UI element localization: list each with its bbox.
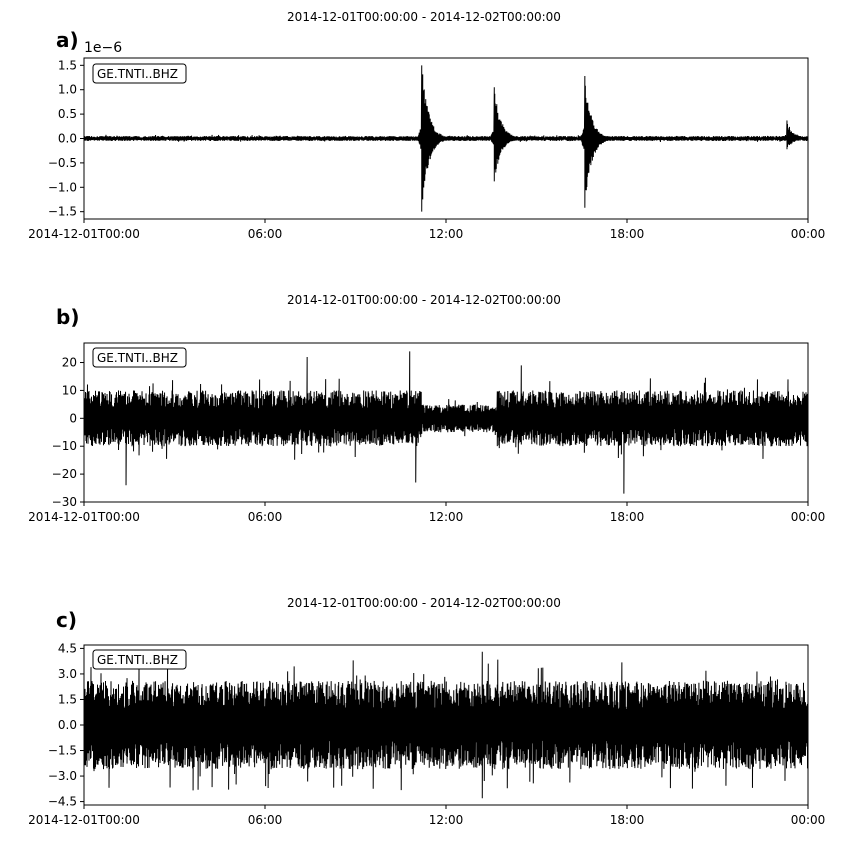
panel-a-y-tick-label: 0.0 — [58, 132, 77, 146]
panel-b-letter: b) — [56, 305, 79, 329]
panel-a-y-tick-label: 1.0 — [58, 83, 77, 97]
panel-c-legend: GE.TNTI..BHZ — [92, 649, 187, 670]
panel-b-y-tick-label: 20 — [62, 356, 77, 370]
panel-c-x-tick-label: 2014-12-01T00:00 — [28, 813, 140, 827]
panel-a-x-tick-label: 06:00 — [248, 227, 283, 241]
panel-c-y-tick-label: 0.0 — [58, 718, 77, 732]
panel-c-waveform-line — [83, 651, 809, 799]
panel-b-x-tick-label: 00:00 — [791, 510, 826, 524]
panel-a-x-tick-label: 00:00 — [791, 227, 826, 241]
panel-b-legend-label: GE.TNTI..BHZ — [97, 351, 178, 365]
panel-c-x-axis: 2014-12-01T00:00 06:00 12:00 18:00 00:00 — [28, 805, 825, 827]
panel-b-y-tick-label: −30 — [52, 495, 77, 509]
panel-b-y-tick-label: 0 — [69, 411, 77, 425]
panel-b-x-tick-label: 18:00 — [610, 510, 645, 524]
panel-b-x-tick-label: 2014-12-01T00:00 — [28, 510, 140, 524]
panel-c-series-trace — [83, 651, 809, 799]
panel-a-y-tick-label: −0.5 — [48, 156, 77, 170]
panel-a-y-tick-label: −1.0 — [48, 180, 77, 194]
panel-a-x-axis: 2014-12-01T00:00 06:00 12:00 18:00 00:00 — [28, 219, 825, 241]
panel-a-x-tick-label: 12:00 — [429, 227, 464, 241]
panel-a-legend-label: GE.TNTI..BHZ — [97, 67, 178, 81]
panel-a-y-tick-label: −1.5 — [48, 205, 77, 219]
panel-a-letter: a) — [56, 28, 79, 52]
panel-b-x-axis: 2014-12-01T00:00 06:00 12:00 18:00 00:00 — [28, 502, 825, 524]
panel-c-y-tick-label: −4.5 — [48, 795, 77, 809]
panel-c-title: 2014-12-01T00:00:00 - 2014-12-02T00:00:0… — [287, 596, 561, 610]
panel-c-x-tick-label: 12:00 — [429, 813, 464, 827]
panel-c-legend-label: GE.TNTI..BHZ — [97, 653, 178, 667]
panel-b-x-tick-label: 12:00 — [429, 510, 464, 524]
panel-b-waveform-line — [83, 351, 809, 494]
panel-c-y-tick-label: −1.5 — [48, 744, 77, 758]
panel-a-x-tick-label: 18:00 — [610, 227, 645, 241]
panel-c: 2014-12-01T00:00:00 - 2014-12-02T00:00:0… — [28, 596, 825, 827]
panel-c-y-tick-label: 3.0 — [58, 667, 77, 681]
panel-b-y-tick-label: −10 — [52, 439, 77, 453]
panel-c-plot-area: −4.5 −3.0 −1.5 0.0 1.5 3.0 4.5 2014-12-01T00:0… — [28, 641, 825, 827]
panel-c-x-tick-label: 00:00 — [791, 813, 826, 827]
panel-b-title: 2014-12-01T00:00:00 - 2014-12-02T00:00:0… — [287, 293, 561, 307]
panel-b-series-trace — [83, 351, 809, 494]
panel-c-x-tick-label: 06:00 — [248, 813, 283, 827]
panel-b-legend-box — [92, 347, 187, 368]
panel-a-plot-area: −1.5 −1.0 −0.5 0.0 0.5 1.0 1.5 2014-12-01T00:0… — [28, 57, 825, 241]
panel-a: 2014-12-01T00:00:00 - 2014-12-02T00:00:0… — [28, 10, 825, 241]
panel-b-y-tick-label: −20 — [52, 467, 77, 481]
panel-c-y-tick-label: −3.0 — [48, 769, 77, 783]
panel-b-y-axis: −30 −20 −10 0 10 20 — [52, 356, 84, 509]
panel-a-series-trace — [83, 65, 809, 212]
panel-c-letter: c) — [56, 608, 77, 632]
panel-a-legend: GE.TNTI..BHZ — [92, 63, 187, 84]
panel-a-y-tick-label: 1.5 — [58, 58, 77, 72]
panel-c-y-tick-label: 4.5 — [58, 641, 77, 655]
panel-b-legend: GE.TNTI..BHZ — [92, 347, 187, 368]
panel-b: 2014-12-01T00:00:00 - 2014-12-02T00:00:0… — [28, 293, 825, 524]
panel-b-x-tick-label: 06:00 — [248, 510, 283, 524]
panel-c-legend-box — [92, 649, 187, 670]
panel-a-y-axis: −1.5 −1.0 −0.5 0.0 0.5 1.0 1.5 — [48, 58, 84, 219]
panel-a-title: 2014-12-01T00:00:00 - 2014-12-02T00:00:0… — [287, 10, 561, 24]
panel-a-legend-box — [92, 63, 187, 84]
panel-a-y-tick-label: 0.5 — [58, 107, 77, 121]
panel-a-waveform-line — [83, 65, 809, 212]
panel-b-y-tick-label: 10 — [62, 383, 77, 397]
panel-a-multiplier: 1e−6 — [84, 40, 122, 56]
panel-c-x-tick-label: 18:00 — [610, 813, 645, 827]
panel-b-plot-area: −30 −20 −10 0 10 20 2014-12-01T00:00 06:00 12:0… — [28, 342, 825, 524]
panel-a-x-tick-label: 2014-12-01T00:00 — [28, 227, 140, 241]
panel-c-y-tick-label: 1.5 — [58, 692, 77, 706]
panel-c-y-axis: −4.5 −3.0 −1.5 0.0 1.5 3.0 4.5 — [48, 641, 84, 809]
